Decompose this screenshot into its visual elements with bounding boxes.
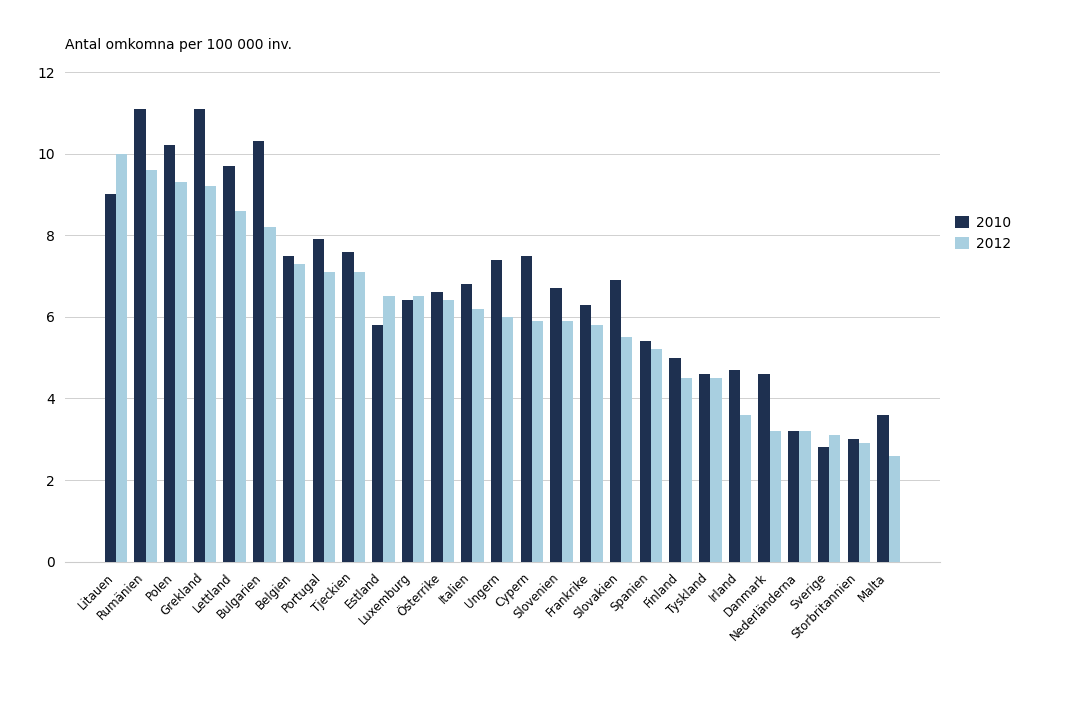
Bar <box>729 370 740 562</box>
Bar <box>829 435 840 562</box>
Bar <box>889 456 900 562</box>
Bar <box>353 272 365 562</box>
Bar <box>788 431 799 562</box>
Legend: 2010, 2012: 2010, 2012 <box>956 216 1011 251</box>
Bar <box>175 182 187 562</box>
Bar <box>324 272 335 562</box>
Bar <box>234 211 246 562</box>
Bar <box>283 256 294 562</box>
Bar <box>134 109 146 562</box>
Bar <box>580 305 592 562</box>
Bar <box>521 256 532 562</box>
Bar <box>758 374 770 562</box>
Bar <box>372 325 383 562</box>
Bar <box>699 374 711 562</box>
Bar <box>205 186 216 562</box>
Bar <box>413 297 424 562</box>
Bar <box>770 431 781 562</box>
Bar <box>105 194 116 562</box>
Bar <box>799 431 811 562</box>
Bar <box>472 309 484 562</box>
Bar <box>848 439 859 562</box>
Bar <box>402 300 413 562</box>
Bar <box>116 153 127 562</box>
Bar <box>224 166 234 562</box>
Bar <box>680 378 692 562</box>
Bar <box>253 141 265 562</box>
Text: Antal omkomna per 100 000 inv.: Antal omkomna per 100 000 inv. <box>65 38 292 53</box>
Bar <box>342 251 353 562</box>
Bar <box>164 145 175 562</box>
Bar <box>711 378 721 562</box>
Bar <box>443 300 454 562</box>
Bar <box>193 109 205 562</box>
Bar <box>461 284 472 562</box>
Bar <box>294 264 306 562</box>
Bar <box>532 321 543 562</box>
Bar <box>592 325 603 562</box>
Bar <box>651 349 662 562</box>
Bar <box>265 227 275 562</box>
Bar <box>818 447 829 562</box>
Bar <box>432 292 443 562</box>
Bar <box>502 317 513 562</box>
Bar <box>670 358 680 562</box>
Bar <box>621 337 633 562</box>
Bar <box>491 260 502 562</box>
Bar <box>639 341 651 562</box>
Bar <box>312 239 324 562</box>
Bar <box>610 280 621 562</box>
Bar <box>551 288 562 562</box>
Bar <box>740 415 752 562</box>
Bar <box>562 321 572 562</box>
Bar <box>383 297 394 562</box>
Bar <box>877 415 889 562</box>
Bar <box>146 170 157 562</box>
Bar <box>859 444 870 562</box>
